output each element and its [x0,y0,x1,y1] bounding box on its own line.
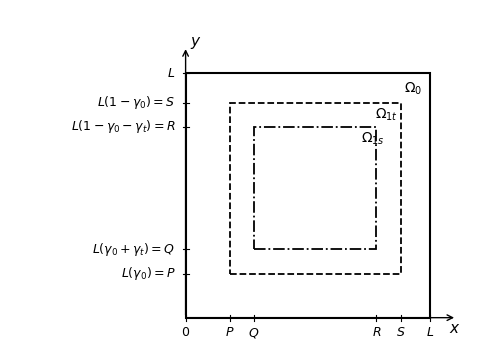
Text: $L(\gamma_0)=P$: $L(\gamma_0)=P$ [121,265,175,282]
Text: $L(1-\gamma_0-\gamma_t)=R$: $L(1-\gamma_0-\gamma_t)=R$ [71,119,175,135]
Text: $L$: $L$ [425,326,433,339]
Bar [229,103,400,274]
Text: $\Omega_{1t}$: $\Omega_{1t}$ [374,106,397,123]
Bar [254,127,376,249]
Text: $S$: $S$ [395,326,405,339]
Text: $0$: $0$ [181,326,190,339]
Text: $y$: $y$ [190,35,202,51]
Text: $L$: $L$ [167,67,175,80]
Text: $Q$: $Q$ [248,326,259,340]
Text: $L(\gamma_0+\gamma_t)=Q$: $L(\gamma_0+\gamma_t)=Q$ [92,241,175,258]
Bar [185,73,429,318]
Text: $x$: $x$ [448,321,459,336]
Text: $P$: $P$ [224,326,234,339]
Text: $\Omega_0$: $\Omega_0$ [404,80,422,97]
Text: $L(1-\gamma_0)=S$: $L(1-\gamma_0)=S$ [97,94,175,111]
Text: $\Omega_{1s}$: $\Omega_{1s}$ [360,131,384,147]
Text: $R$: $R$ [371,326,380,339]
